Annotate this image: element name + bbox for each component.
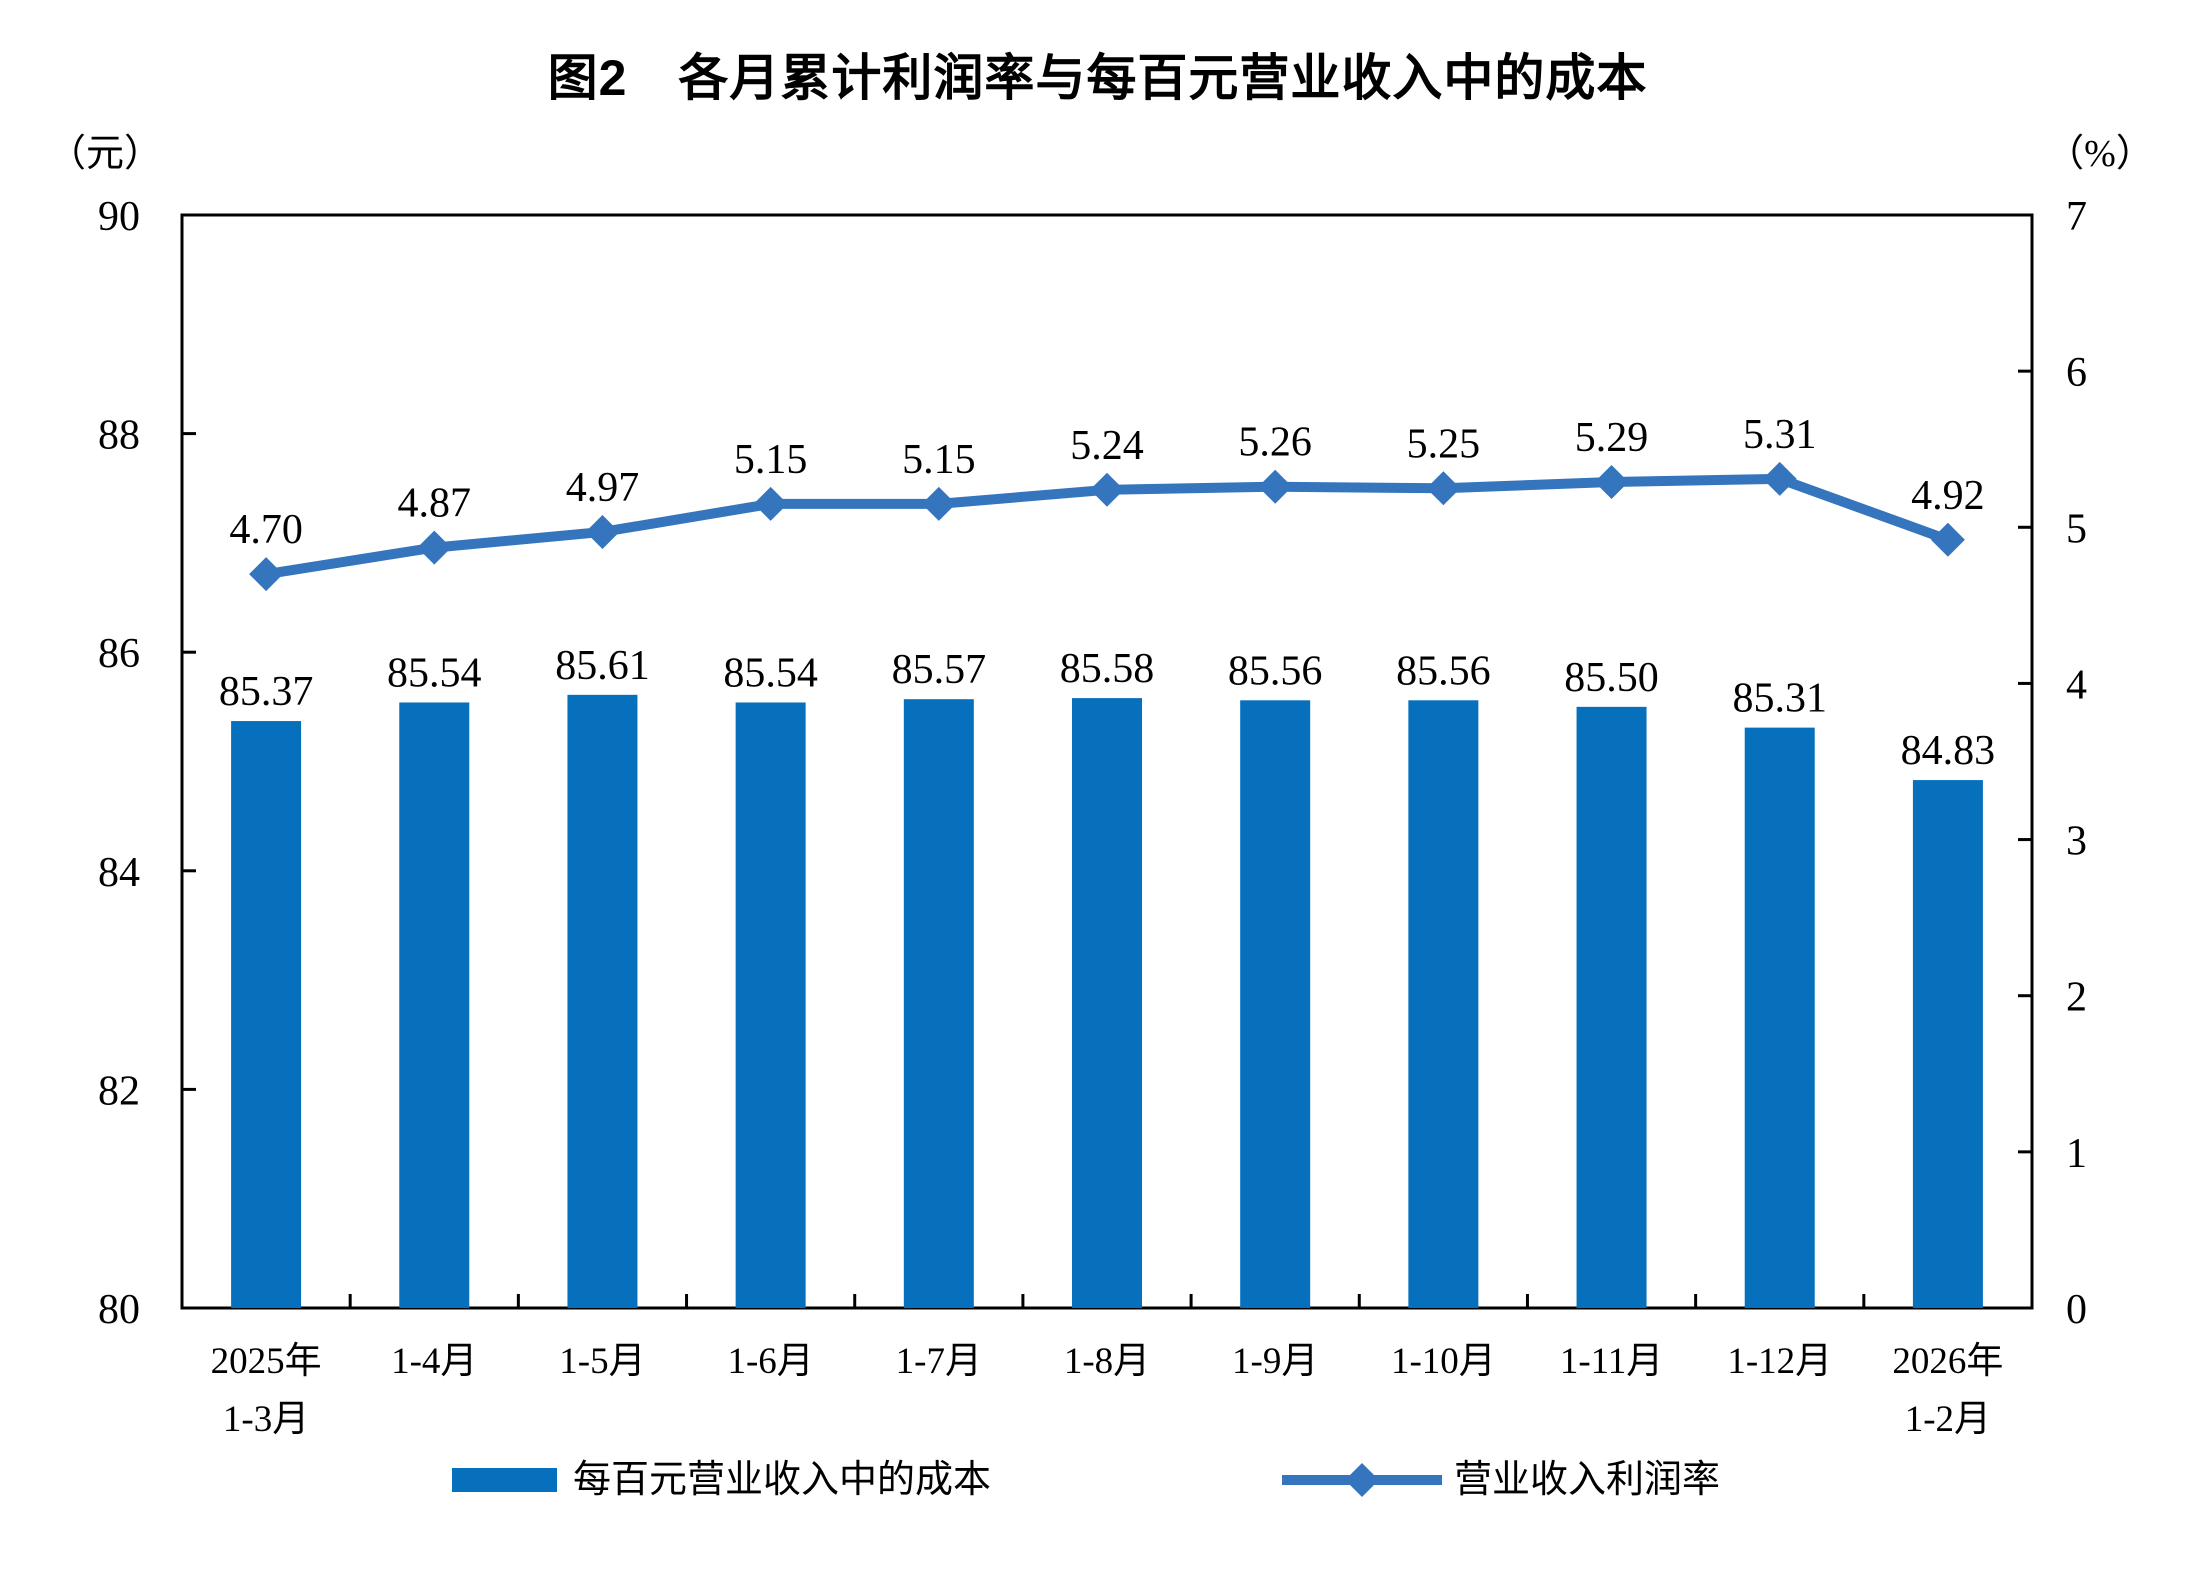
bar-value-label: 85.57 (892, 647, 987, 693)
right-axis-tick-label: 5 (2066, 506, 2087, 552)
cost-bar (1240, 700, 1311, 1308)
profit-line-swatch-icon (1282, 1463, 1442, 1497)
bar-value-label: 85.61 (555, 643, 650, 689)
legend-item-profit: 营业收入利润率 (1282, 1457, 1720, 1503)
x-axis-label: 1-4月 (391, 1341, 477, 1382)
x-axis-label: 1-2月 (1905, 1399, 1991, 1440)
left-axis-tick-label: 86 (98, 631, 140, 677)
line-value-label: 5.15 (902, 437, 976, 483)
line-value-label: 5.15 (734, 437, 808, 483)
line-value-label: 4.92 (1911, 473, 1985, 519)
cost-bar (567, 694, 638, 1308)
x-axis-label: 1-11月 (1560, 1341, 1663, 1382)
legend-item-cost: 每百元营业收入中的成本 (452, 1457, 991, 1503)
line-value-label: 4.70 (229, 507, 303, 553)
profit-marker (1426, 471, 1461, 506)
chart-title: 图2 各月累计利润率与每百元营业收入中的成本 (547, 50, 1648, 106)
profit-marker (753, 486, 788, 521)
line-value-label: 5.25 (1407, 421, 1481, 467)
cost-bar-swatch-icon (452, 1468, 557, 1492)
cost-bar (399, 702, 470, 1308)
x-axis-label: 1-5月 (559, 1341, 645, 1382)
bar-value-label: 85.54 (723, 650, 818, 696)
cost-bar (1744, 727, 1815, 1308)
left-axis-unit-label: （元） (48, 133, 163, 175)
left-axis-tick-label: 88 (98, 413, 140, 459)
right-axis-tick-label: 1 (2066, 1131, 2087, 1177)
bar-value-label: 85.37 (219, 669, 314, 715)
line-value-label: 5.31 (1743, 412, 1817, 458)
x-axis-label: 2026年 (1892, 1340, 2003, 1382)
bar-value-label: 85.56 (1396, 648, 1491, 694)
bar-value-label: 84.83 (1901, 728, 1996, 774)
right-axis-tick-label: 7 (2066, 194, 2087, 240)
cost-bar (903, 699, 974, 1308)
profit-marker (921, 486, 956, 521)
cost-bar (1576, 706, 1647, 1308)
profit-marker (417, 530, 452, 565)
cost-bar (1072, 698, 1142, 1308)
profit-marker (1258, 469, 1293, 504)
bar-value-label: 85.54 (387, 650, 482, 696)
x-axis-label: 1-10月 (1391, 1341, 1496, 1382)
bar-value-label: 85.56 (1228, 648, 1323, 694)
x-axis-label: 1-12月 (1727, 1341, 1832, 1382)
bar-value-label: 85.50 (1564, 655, 1659, 701)
right-axis-tick-label: 3 (2066, 819, 2087, 865)
right-axis-tick-label: 4 (2066, 662, 2087, 708)
x-axis-label: 1-8月 (1064, 1341, 1150, 1382)
right-axis-tick-label: 6 (2066, 350, 2087, 396)
x-axis-label: 1-3月 (223, 1399, 309, 1440)
left-axis-tick-label: 90 (98, 194, 140, 240)
line-value-label: 5.26 (1238, 420, 1312, 466)
right-axis-unit-label: （%） (2046, 133, 2154, 175)
x-axis-label: 1-9月 (1232, 1341, 1318, 1382)
x-axis-label: 2025年 (211, 1340, 322, 1382)
legend-label-cost: 每百元营业收入中的成本 (573, 1459, 992, 1501)
profit-marker (1930, 522, 1965, 557)
profit-marker (1090, 472, 1124, 507)
right-axis-tick-label: 0 (2066, 1287, 2087, 1333)
bar-value-label: 85.31 (1732, 676, 1827, 722)
x-axis-label: 1-7月 (896, 1341, 982, 1382)
profit-marker (1594, 465, 1629, 500)
cost-bar (231, 721, 302, 1308)
x-axis-label: 1-6月 (727, 1341, 813, 1382)
line-value-label: 5.24 (1070, 423, 1144, 469)
cost-bar (735, 702, 806, 1308)
left-axis-tick-label: 82 (98, 1068, 140, 1114)
profit-marker (1762, 461, 1797, 496)
left-axis-tick-label: 84 (98, 850, 140, 896)
profit-marker (585, 514, 620, 549)
bar-value-label: 85.58 (1060, 646, 1155, 692)
profit-marker (249, 557, 284, 592)
line-value-label: 4.97 (566, 465, 640, 511)
left-axis-tick-label: 80 (98, 1287, 140, 1333)
line-value-label: 4.87 (398, 481, 472, 527)
legend-label-profit: 营业收入利润率 (1454, 1459, 1721, 1501)
cost-bar (1912, 780, 1983, 1308)
cost-bar (1408, 700, 1479, 1308)
right-axis-tick-label: 2 (2066, 975, 2087, 1021)
line-value-label: 5.29 (1575, 415, 1649, 461)
